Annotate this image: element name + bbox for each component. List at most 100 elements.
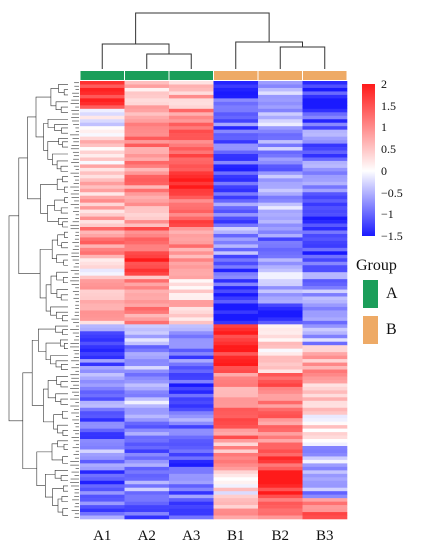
heatmap-cell — [258, 261, 303, 266]
heatmap-cell — [124, 247, 170, 252]
heatmap-cell — [169, 108, 214, 113]
heatmap-cell — [258, 484, 303, 489]
heatmap-cell — [80, 147, 125, 151]
heatmap-cell — [258, 494, 303, 499]
heatmap-cell — [258, 463, 303, 468]
heatmap-cell — [124, 491, 170, 495]
heatmap-cell — [80, 317, 125, 322]
heatmap-cell — [302, 480, 348, 485]
heatmap-cell — [302, 300, 348, 304]
heatmap-cell — [213, 480, 259, 485]
heatmap-cell — [169, 317, 214, 322]
heatmap-cell — [124, 244, 170, 249]
row-dendrogram-branch — [57, 440, 68, 448]
dendrogram-branch — [235, 41, 303, 69]
heatmap-cell — [302, 261, 348, 266]
row-dendrogram-branch — [61, 242, 68, 249]
heatmap-cell — [258, 265, 303, 270]
heatmap-cell — [124, 261, 170, 266]
heatmap-cell — [302, 505, 348, 509]
heatmap-cell — [169, 407, 214, 412]
row-dendrogram-branch — [50, 88, 59, 107]
heatmap-cell — [124, 174, 170, 179]
heatmap-cell — [302, 216, 348, 221]
row-dendrogram-branch — [38, 328, 56, 352]
row-dendrogram — [8, 82, 79, 518]
heatmap-cell — [302, 425, 348, 429]
row-dendrogram-branch — [58, 218, 68, 225]
color-scale-tick: 0.5 — [381, 142, 396, 157]
heatmap-cell — [169, 386, 214, 391]
heatmap-cell — [213, 108, 259, 113]
heatmap-cell — [169, 456, 214, 461]
heatmap-cell — [124, 320, 170, 325]
heatmap-cell — [169, 390, 214, 395]
heatmap-cell — [124, 122, 170, 127]
heatmap-cell — [80, 174, 125, 179]
heatmap-cell — [124, 505, 170, 509]
heatmap-cell — [302, 498, 348, 502]
heatmap-cell — [124, 279, 170, 283]
heatmap-cell — [213, 442, 259, 447]
heatmap-cell — [80, 129, 125, 134]
heatmap-cell — [169, 348, 214, 353]
heatmap-cell — [302, 94, 348, 99]
row-dendrogram-branch — [47, 141, 59, 160]
heatmap-cell — [80, 498, 125, 502]
heatmap-cell — [213, 376, 259, 381]
heatmap-cell — [302, 286, 348, 290]
heatmap-cell — [80, 505, 125, 509]
row-dendrogram-branch — [64, 343, 68, 349]
row-dendrogram-branch — [56, 289, 68, 298]
heatmap-cell — [258, 143, 303, 148]
dendrogram-branch — [146, 53, 192, 69]
heatmap-cell — [258, 296, 303, 301]
heatmap-cell — [124, 306, 170, 311]
heatmap-cell — [302, 473, 348, 478]
heatmap-cell — [80, 237, 125, 242]
heatmap-cell — [258, 428, 303, 433]
heatmap-cell — [213, 373, 259, 377]
heatmap-cell — [80, 390, 125, 395]
heatmap-cell — [80, 154, 125, 158]
heatmap-cell — [169, 404, 214, 409]
heatmap-cell — [124, 459, 170, 464]
heatmap-cell — [213, 435, 259, 440]
heatmap-cell — [258, 300, 303, 304]
heatmap-cell — [169, 452, 214, 457]
heatmap-cell — [302, 331, 348, 336]
heatmap-cell — [124, 133, 170, 137]
heatmap-cell — [258, 331, 303, 336]
heatmap-cell — [124, 428, 170, 433]
heatmap-cell — [124, 272, 170, 276]
row-dendrogram-branch — [43, 388, 54, 423]
heatmap-cell — [213, 150, 259, 155]
heatmap-cell — [213, 115, 259, 120]
heatmap-cell — [169, 300, 214, 304]
heatmap-cell — [169, 435, 214, 440]
heatmap-cell — [258, 147, 303, 151]
heatmap-cell — [302, 397, 348, 402]
heatmap-cell — [169, 160, 214, 165]
heatmap-cell — [124, 289, 170, 294]
heatmap-cell — [169, 334, 214, 339]
heatmap-cell — [169, 272, 214, 276]
heatmap-cell — [258, 254, 303, 259]
heatmap-cell — [80, 199, 125, 203]
heatmap-cell — [124, 501, 170, 506]
heatmap-cell — [80, 421, 125, 426]
row-dendrogram-branch — [64, 186, 68, 193]
heatmap-cell — [80, 157, 125, 162]
heatmap-cell — [80, 240, 125, 245]
heatmap-cell — [124, 143, 170, 148]
heatmap-cell — [80, 296, 125, 301]
row-dendrogram-branch — [43, 123, 48, 151]
heatmap-cell — [169, 505, 214, 509]
heatmap-cell — [124, 477, 170, 482]
heatmap-cell — [302, 390, 348, 395]
heatmap-cell — [302, 414, 348, 419]
heatmap-cell — [258, 199, 303, 203]
heatmap-cell — [213, 300, 259, 304]
heatmap-cell — [258, 379, 303, 384]
heatmap-cell — [169, 515, 214, 520]
